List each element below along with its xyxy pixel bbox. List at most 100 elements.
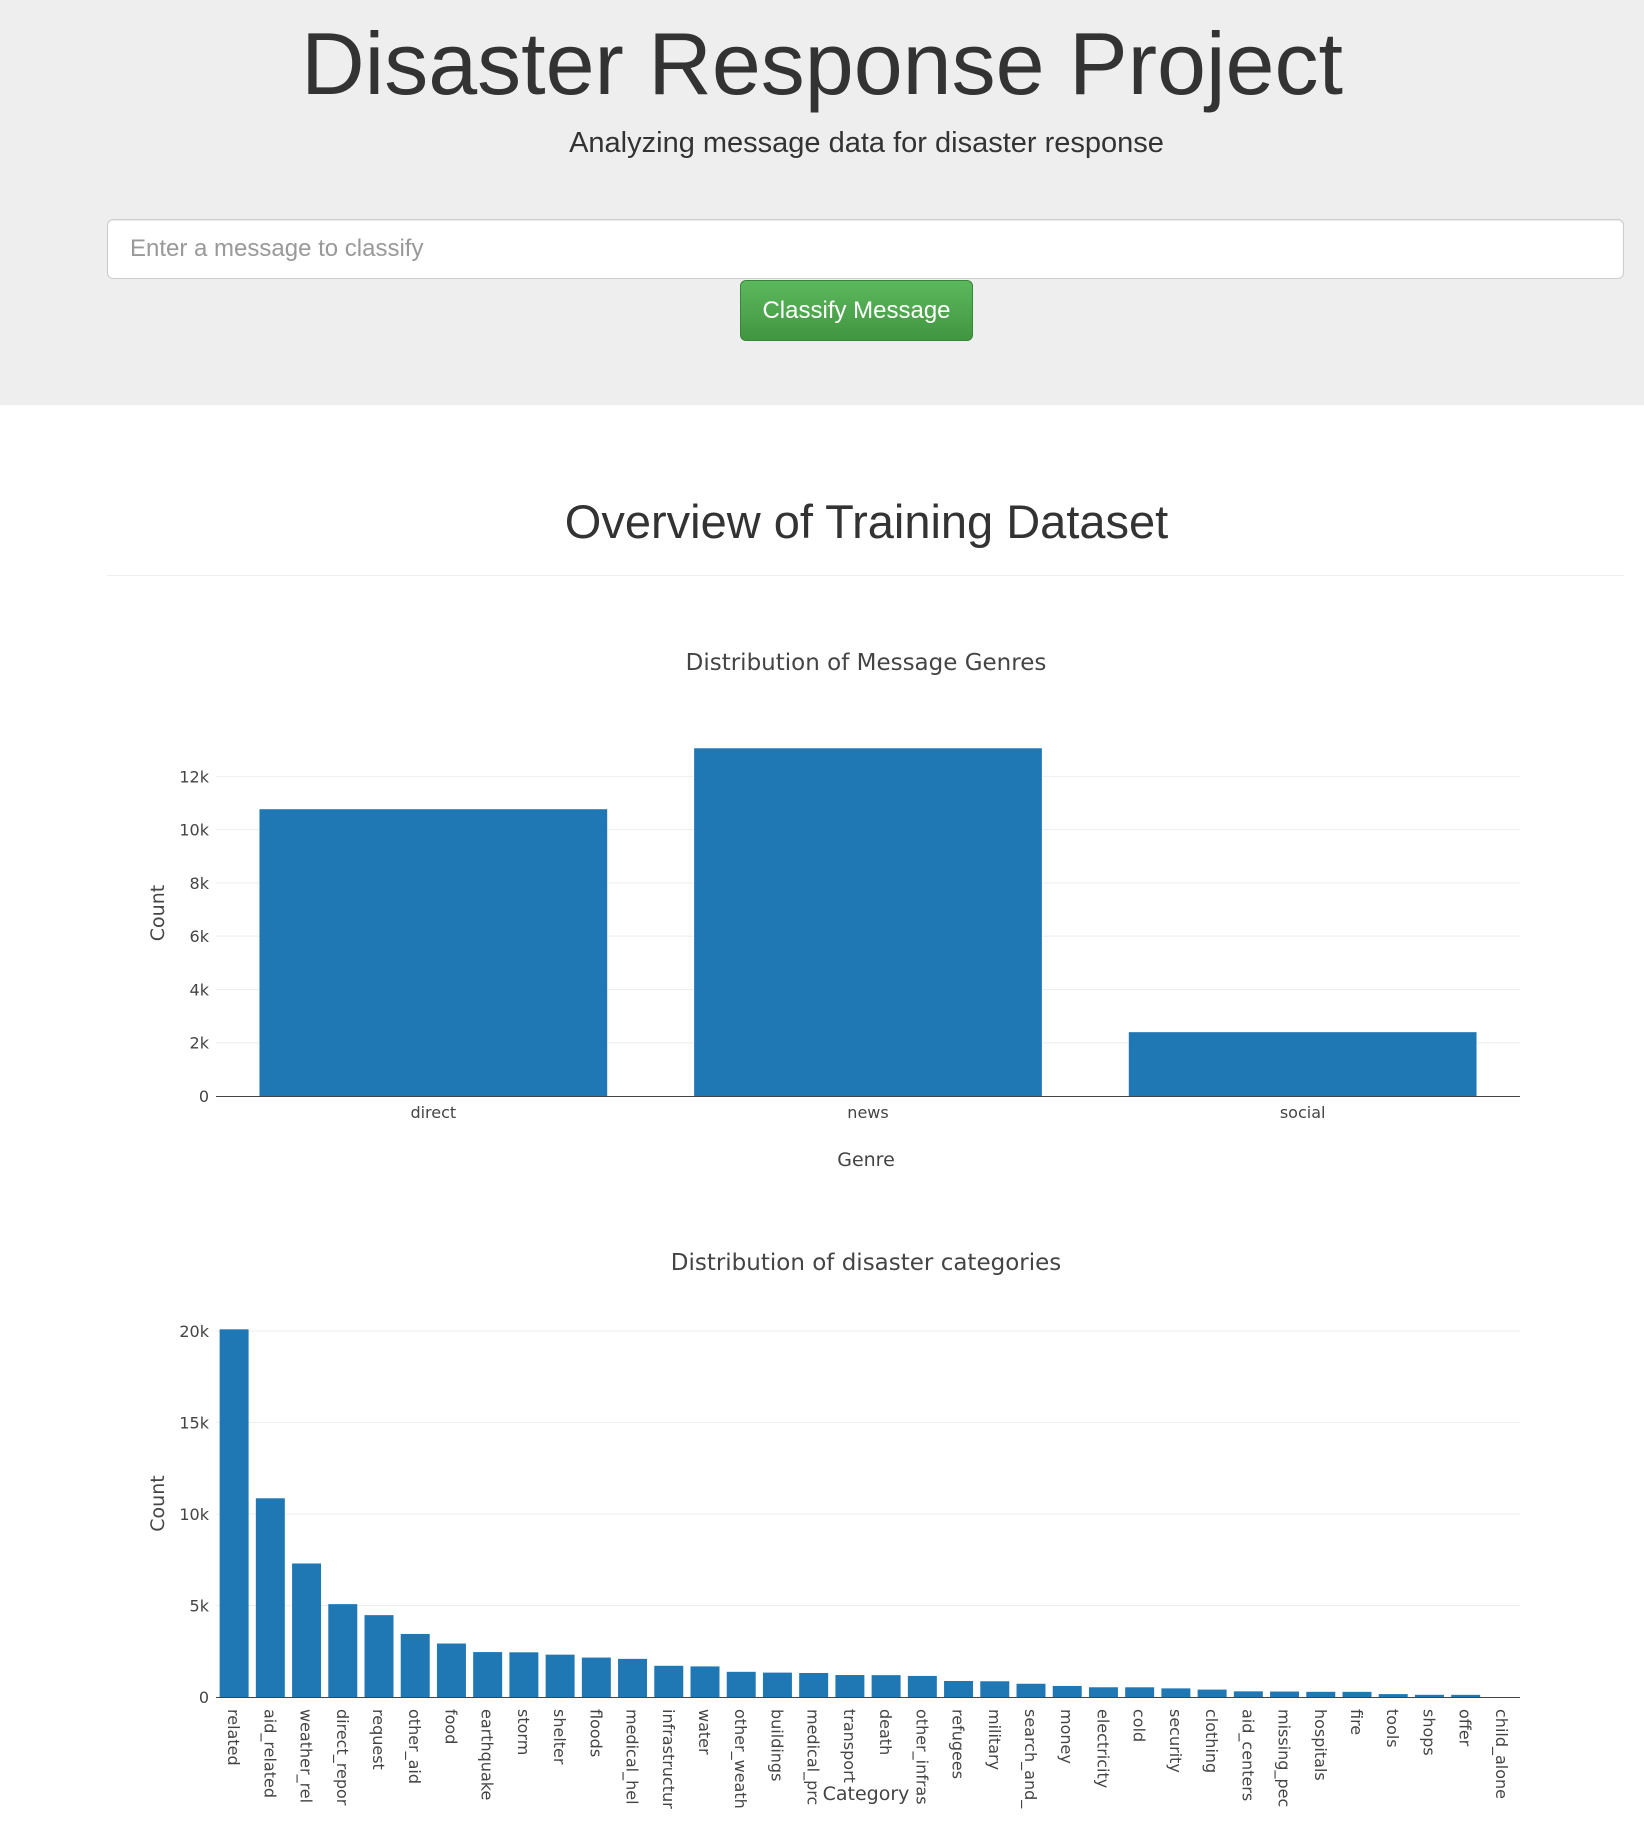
category-y-tick-label: 20k <box>179 1322 209 1341</box>
category-x-tick-label: earthquake <box>478 1709 497 1800</box>
category-bar-earthquake <box>473 1652 503 1697</box>
category-y-tick-label: 15k <box>179 1414 209 1433</box>
category-x-tick-label: other_infras <box>911 1709 931 1805</box>
genre-y-tick-label: 8k <box>190 874 210 893</box>
category-bar-request <box>364 1615 394 1697</box>
category-x-axis-title: Category <box>823 1783 910 1805</box>
category-x-tick-label: missing_pec <box>1274 1709 1294 1807</box>
category-x-tick-label: security <box>1166 1709 1185 1773</box>
category-x-tick-label: cold <box>1130 1709 1149 1742</box>
genre-chart-title: Distribution of Message Genres <box>686 650 1047 676</box>
category-x-tick-label: other_aid <box>404 1709 424 1784</box>
genre-bar-social <box>1128 1032 1477 1096</box>
category-bar-medical-hel <box>618 1658 648 1697</box>
category-bar-refugees <box>944 1680 974 1697</box>
category-x-tick-label: shelter <box>550 1709 569 1765</box>
category-bar-offer <box>1451 1694 1481 1697</box>
section-divider <box>107 575 1624 576</box>
category-x-tick-label: transport <box>840 1709 859 1783</box>
category-x-tick-label: storm <box>514 1709 533 1755</box>
category-bar-clothing <box>1197 1689 1227 1697</box>
category-x-tick-label: food <box>441 1709 460 1744</box>
category-x-tick-label: hospitals <box>1311 1709 1330 1781</box>
category-bar-related <box>219 1329 249 1697</box>
genre-bar-news <box>694 748 1042 1096</box>
category-x-tick-label: aid_related <box>259 1709 279 1798</box>
genre-x-axis-title: Genre <box>837 1149 895 1171</box>
genre-y-tick-label: 4k <box>190 980 210 999</box>
category-bar-military <box>980 1681 1010 1697</box>
genre-x-tick-label: direct <box>410 1103 456 1122</box>
page-title: Disaster Response Project <box>301 14 1343 113</box>
category-bar-shops <box>1414 1694 1444 1697</box>
category-bar-money <box>1052 1685 1082 1697</box>
category-x-tick-label: refugees <box>949 1709 968 1779</box>
category-bar-search-and- <box>1016 1683 1046 1697</box>
genre-bar-direct <box>259 809 608 1096</box>
genre-y-axis-title: Count <box>147 885 169 941</box>
category-x-tick-label: buildings <box>767 1709 786 1781</box>
category-x-tick-label: weather_rel <box>296 1709 316 1803</box>
category-bar-missing-pec <box>1270 1691 1300 1697</box>
category-bar-aid-centers <box>1233 1691 1263 1697</box>
category-bar-floods <box>581 1657 611 1697</box>
category-bar-direct-repor <box>328 1604 358 1697</box>
category-x-tick-label: medical_prc <box>803 1709 823 1805</box>
category-x-tick-label: military <box>985 1709 1004 1770</box>
category-x-tick-label: aid_centers <box>1237 1709 1257 1801</box>
category-bar-storm <box>509 1652 539 1697</box>
category-bar-medical-prc <box>799 1672 829 1697</box>
category-bar-cold <box>1125 1687 1155 1697</box>
category-y-axis-title: Count <box>147 1475 169 1531</box>
category-bar-other-infras <box>907 1675 937 1697</box>
category-x-tick-label: death <box>876 1709 895 1755</box>
category-y-tick-label: 5k <box>190 1597 210 1616</box>
category-bar-other-weath <box>726 1671 756 1697</box>
category-x-tick-label: tools <box>1383 1709 1402 1748</box>
category-chart-title: Distribution of disaster categories <box>671 1250 1062 1276</box>
genre-chart: Distribution of Message Genres 0 2k 4k 6k 8k 1… <box>147 650 1520 1171</box>
category-bar-water <box>690 1666 720 1697</box>
genre-x-tick-label: news <box>847 1103 888 1122</box>
genre-y-tick-label: 10k <box>179 821 209 840</box>
category-bar-transport <box>835 1675 865 1697</box>
category-bar-shelter <box>545 1654 575 1697</box>
category-bar-other-aid <box>400 1633 430 1697</box>
message-input[interactable] <box>107 219 1624 279</box>
page-subtitle: Analyzing message data for disaster resp… <box>569 127 1164 159</box>
category-bar-aid-related <box>255 1498 285 1697</box>
category-y-tick-label: 0 <box>199 1688 209 1707</box>
category-x-tick-label: related <box>224 1709 243 1766</box>
category-x-tick-label: other_weath <box>730 1709 750 1809</box>
category-x-tick-label: child_alone <box>1491 1709 1511 1799</box>
category-bar-infrastructur <box>654 1665 684 1697</box>
category-x-tick-label: floods <box>586 1709 605 1757</box>
genre-y-tick-label: 2k <box>190 1034 210 1053</box>
category-bar-death <box>871 1675 901 1697</box>
classify-message-button[interactable]: Classify Message <box>740 280 973 341</box>
category-bar-buildings <box>762 1672 792 1697</box>
category-chart: Distribution of disaster categories 0 5k 10… <box>147 1250 1520 1809</box>
category-x-tick-label: offer <box>1456 1709 1475 1747</box>
category-x-tick-label: medical_hel <box>622 1709 642 1805</box>
category-x-tick-label: money <box>1057 1709 1076 1764</box>
genre-y-tick-label: 0 <box>199 1087 209 1106</box>
category-bar-hospitals <box>1306 1691 1336 1697</box>
category-bar-fire <box>1342 1691 1372 1697</box>
category-x-tick-label: search_and_ <box>1020 1709 1040 1809</box>
category-bar-tools <box>1378 1694 1408 1697</box>
category-bar-weather-rel <box>292 1563 322 1697</box>
category-bar-security <box>1161 1688 1191 1697</box>
category-x-tick-label: electricity <box>1093 1709 1112 1788</box>
genre-y-tick-label: 6k <box>190 927 210 946</box>
category-x-tick-label: direct_repor <box>332 1709 352 1806</box>
category-x-tick-label: clothing <box>1202 1709 1221 1773</box>
category-bar-electricity <box>1088 1687 1118 1697</box>
category-y-tick-label: 10k <box>179 1505 209 1524</box>
category-x-tick-label: water <box>695 1709 714 1755</box>
jumbotron-header: Disaster Response Project Analyzing mess… <box>0 0 1644 405</box>
genre-x-tick-label: social <box>1280 1103 1326 1122</box>
category-x-tick-label: request <box>369 1709 388 1770</box>
category-x-tick-label: infrastructur <box>659 1709 678 1809</box>
category-x-tick-label: shops <box>1419 1709 1438 1756</box>
